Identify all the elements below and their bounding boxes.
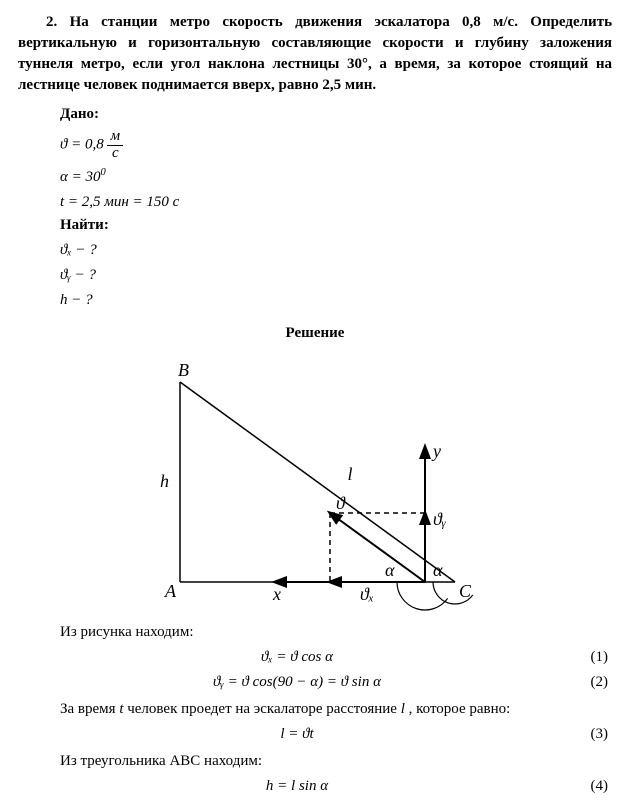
find-line-2: ϑᵧ − ? <box>60 265 612 286</box>
svg-text:B: B <box>178 360 189 380</box>
equation-4: h = l sin α <box>18 776 576 797</box>
equation-2: ϑᵧ = ϑ cos(90 − α) = ϑ sin α <box>18 672 576 693</box>
equation-1-num: (1) <box>576 647 612 668</box>
time-text: За время t человек проедет на эскалаторе… <box>60 699 612 720</box>
equation-4-row: h = l sin α (4) <box>18 776 612 797</box>
equation-3-row: l = ϑt (3) <box>18 724 612 745</box>
svg-text:x: x <box>272 584 281 604</box>
given-line-3: t = 2,5 мин = 150 с <box>60 192 612 213</box>
diagram-container: ABChlxyϑϑᵧϑₓαα <box>18 352 612 612</box>
equation-1: ϑₓ = ϑ cos α <box>18 647 576 668</box>
equation-2-num: (2) <box>576 672 612 693</box>
svg-text:A: A <box>164 581 177 601</box>
given-label: Дано: <box>60 104 612 125</box>
svg-text:α: α <box>385 560 395 580</box>
equation-3-num: (3) <box>576 724 612 745</box>
time-post: , которое равно: <box>405 701 510 717</box>
svg-text:l: l <box>348 464 353 484</box>
svg-text:α: α <box>433 560 443 580</box>
svg-text:ϑₓ: ϑₓ <box>360 584 374 604</box>
given-alpha: α = 30 <box>60 169 101 185</box>
svg-text:ϑᵧ: ϑᵧ <box>433 509 446 529</box>
find-line-3: h − ? <box>60 290 612 311</box>
given-fraction: м с <box>107 129 123 162</box>
from-triangle-text: Из треугольника АВС находим: <box>60 751 612 772</box>
equation-3: l = ϑt <box>18 724 576 745</box>
frac-num: м <box>107 129 123 146</box>
equation-1-row: ϑₓ = ϑ cos α (1) <box>18 647 612 668</box>
time-mid: человек проедет на эскалаторе расстояние <box>123 701 400 717</box>
svg-text:y: y <box>431 441 441 461</box>
find-label: Найти: <box>60 215 612 236</box>
equation-2-row: ϑᵧ = ϑ cos(90 − α) = ϑ sin α (2) <box>18 672 612 693</box>
time-pre: За время <box>60 701 119 717</box>
from-figure-text: Из рисунка находим: <box>60 622 612 643</box>
svg-text:h: h <box>160 471 169 491</box>
solution-label: Решение <box>18 323 612 344</box>
problem-statement: 2. На станции метро скорость движения эс… <box>18 12 612 96</box>
given-line-1: ϑ = 0,8 м с <box>60 129 612 162</box>
given-v-prefix: ϑ = 0,8 <box>60 137 107 153</box>
diagram: ABChlxyϑϑᵧϑₓαα <box>125 352 505 612</box>
equation-4-num: (4) <box>576 776 612 797</box>
frac-den: с <box>107 146 123 162</box>
given-alpha-sup: 0 <box>101 167 106 178</box>
given-line-2: α = 300 <box>60 166 612 188</box>
svg-text:ϑ: ϑ <box>336 493 346 513</box>
find-line-1: ϑₓ − ? <box>60 240 612 261</box>
